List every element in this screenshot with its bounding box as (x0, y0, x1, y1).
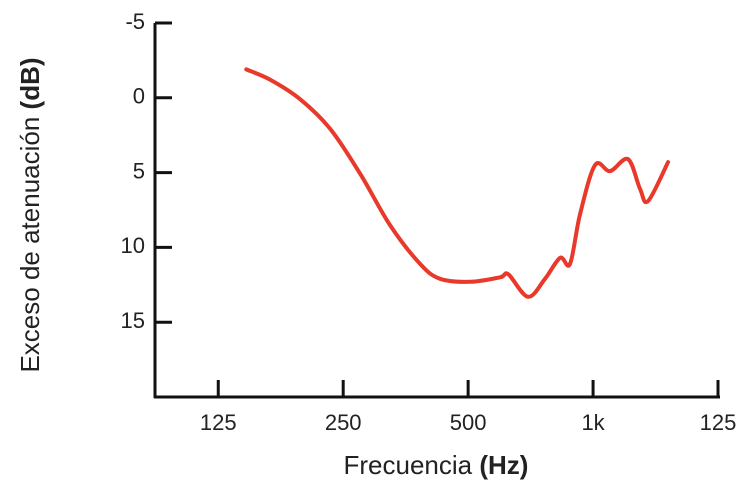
y-tick-label: -5 (125, 9, 145, 34)
x-tick-label: 125 (700, 410, 737, 435)
x-tick-label: 250 (325, 410, 362, 435)
y-tick-label: 10 (121, 233, 145, 258)
y-tick-label: 15 (121, 308, 145, 333)
y-label-unit: (dB) (15, 57, 45, 109)
y-tick-label: 0 (133, 84, 145, 109)
y-axis-title: Exceso de atenuación (dB) (15, 57, 45, 372)
x-tick-label: 125 (200, 410, 237, 435)
data-line (244, 67, 671, 299)
y-tick-label: 5 (133, 158, 145, 183)
x-tick-label: 500 (450, 410, 487, 435)
x-label-unit: (Hz) (479, 450, 528, 480)
x-label-text: Frecuencia (344, 450, 473, 480)
x-axis-title: Frecuencia (Hz) (344, 450, 529, 480)
y-label-text: Exceso de atenuación (15, 117, 45, 373)
x-tick-label: 1k (581, 410, 605, 435)
